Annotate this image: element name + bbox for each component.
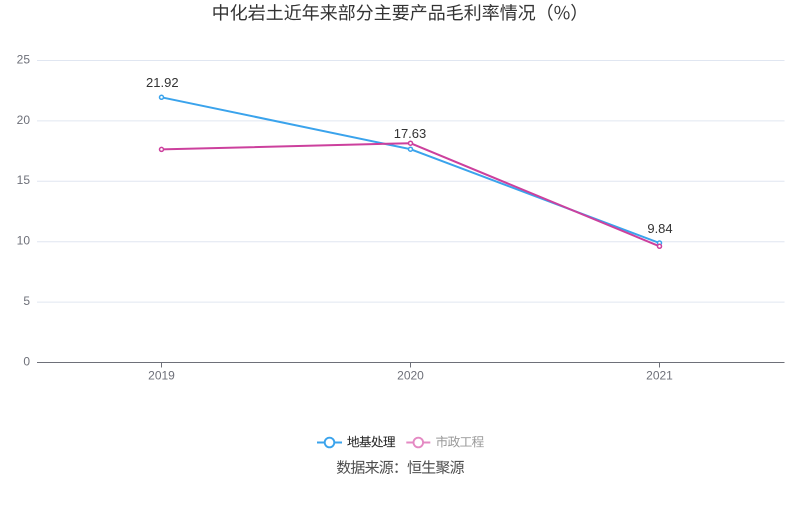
svg-text:10: 10 — [17, 234, 31, 248]
svg-text:9.84: 9.84 — [647, 221, 672, 236]
svg-text:0: 0 — [23, 354, 30, 368]
svg-text:5: 5 — [23, 294, 30, 308]
svg-text:17.63: 17.63 — [394, 126, 427, 141]
svg-text:2020: 2020 — [397, 369, 424, 383]
svg-text:15: 15 — [17, 173, 31, 187]
svg-text:2021: 2021 — [646, 369, 673, 383]
svg-text:25: 25 — [17, 52, 31, 66]
svg-text:20: 20 — [17, 113, 31, 127]
svg-text:21.92: 21.92 — [146, 75, 179, 90]
svg-text:2019: 2019 — [148, 369, 175, 383]
